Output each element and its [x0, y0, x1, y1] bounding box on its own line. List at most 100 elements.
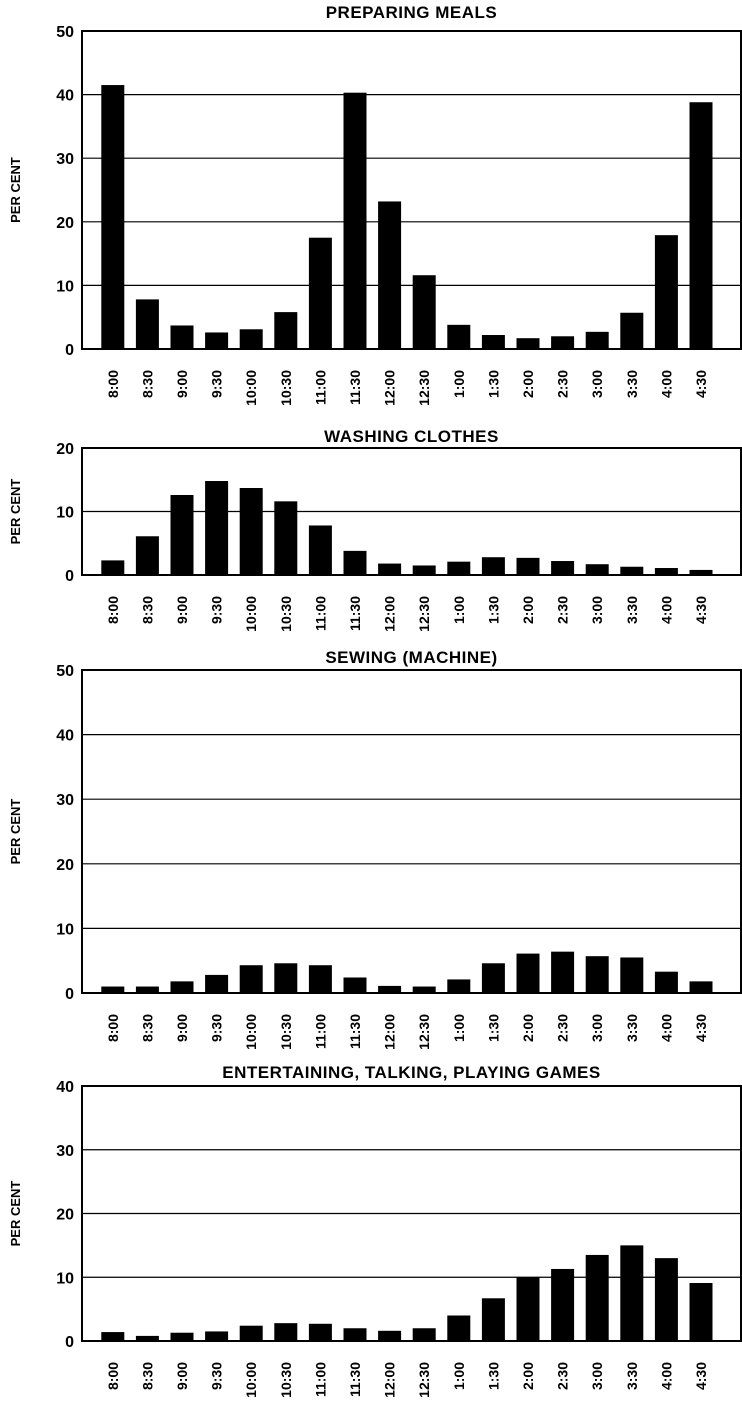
- bar-8:30: [135, 536, 159, 575]
- bar-4:30: [689, 102, 713, 350]
- chart-panel-2: WASHING CLOTHES 0 10 20 PER CENT 8:00 8:30 9:00…: [8, 427, 742, 632]
- x-tick-label: 3:00: [589, 1014, 605, 1042]
- bar-3:00: [585, 331, 609, 349]
- x-tick-label: 10:30: [278, 596, 294, 632]
- y-tick-label: 20: [56, 1207, 74, 1224]
- bar-1:00: [447, 1315, 471, 1341]
- bar-10:00: [239, 965, 263, 993]
- x-tick-label: 8:30: [139, 1362, 155, 1390]
- x-tick-label: 12:30: [416, 1362, 432, 1398]
- x-tick-label: 2:30: [555, 1362, 571, 1390]
- bar-10:00: [239, 329, 263, 349]
- y-tick-label: 10: [56, 505, 74, 522]
- x-tick-label: 2:00: [520, 596, 536, 624]
- x-tick-label: 8:00: [105, 596, 121, 624]
- bar-12:30: [412, 986, 436, 993]
- bar-3:30: [620, 312, 644, 349]
- x-tick-label: 2:30: [555, 1014, 571, 1042]
- y-tick-label: 0: [65, 986, 74, 1003]
- x-tick-label: 10:30: [278, 370, 294, 406]
- bar-2:30: [551, 1268, 575, 1341]
- y-tick-label: 0: [65, 1334, 74, 1351]
- bar-11:00: [308, 237, 332, 349]
- x-tick-label: 9:30: [209, 1362, 225, 1390]
- bar-12:30: [412, 565, 436, 575]
- x-tick-label: 9:00: [174, 1362, 190, 1390]
- bar-4:30: [689, 981, 713, 993]
- x-tick-label: 9:30: [209, 370, 225, 398]
- x-tick-label: 1:00: [451, 596, 467, 624]
- chart-panel-4: ENTERTAINING, TALKING, PLAYING GAMES 0 10 2…: [8, 1063, 742, 1398]
- bar-8:00: [101, 986, 125, 993]
- bar-11:30: [343, 1328, 367, 1341]
- bar-12:00: [378, 1330, 402, 1341]
- x-tick-label: 12:30: [416, 596, 432, 632]
- x-tick-label: 10:00: [243, 1014, 259, 1050]
- bar-11:00: [308, 965, 332, 993]
- y-tick-label: 30: [56, 1143, 74, 1160]
- bar-10:30: [274, 1323, 298, 1341]
- x-tick-label: 4:00: [658, 370, 674, 398]
- x-tick-label: 10:30: [278, 1014, 294, 1050]
- bar-9:30: [205, 1331, 229, 1341]
- bar-2:30: [551, 951, 575, 993]
- bar-8:30: [135, 1335, 159, 1341]
- x-tick-label: 1:30: [485, 596, 501, 624]
- x-tick-label: 1:00: [451, 1362, 467, 1390]
- bar-3:00: [585, 564, 609, 575]
- x-tick-label: 12:30: [416, 370, 432, 406]
- x-tick-label: 4:30: [693, 370, 709, 398]
- y-tick-label: 20: [56, 857, 74, 874]
- y-tick-label: 10: [56, 921, 74, 938]
- x-tick-label: 11:30: [347, 370, 363, 405]
- x-tick-label: 11:00: [312, 1014, 328, 1049]
- bar-1:30: [481, 963, 505, 993]
- x-tick-label: 9:30: [209, 1014, 225, 1042]
- bar-1:30: [481, 1298, 505, 1341]
- x-tick-label: 4:30: [693, 596, 709, 624]
- y-tick-label: 50: [56, 24, 74, 41]
- x-tick-label: 8:00: [105, 1362, 121, 1390]
- x-tick-label: 8:30: [139, 1014, 155, 1042]
- x-tick-label: 10:00: [243, 370, 259, 406]
- y-axis-label: PER CENT: [8, 479, 23, 545]
- x-tick-label: 9:00: [174, 370, 190, 398]
- bar-11:30: [343, 550, 367, 575]
- x-tick-label: 10:00: [243, 596, 259, 632]
- bar-10:00: [239, 488, 263, 575]
- x-tick-label: 11:30: [347, 1014, 363, 1049]
- chart-title: WASHING CLOTHES: [324, 427, 499, 446]
- bar-8:30: [135, 299, 159, 349]
- x-tick-label: 2:00: [520, 1362, 536, 1390]
- bar-4:00: [654, 1258, 678, 1341]
- bar-2:30: [551, 561, 575, 575]
- x-tick-label: 1:30: [485, 1014, 501, 1042]
- bar-12:00: [378, 985, 402, 993]
- bar-8:00: [101, 1332, 125, 1341]
- chart-panel-1: PREPARING MEALS 0 10 20 30 40 50 PER CENT 8:00 8:…: [8, 3, 742, 406]
- y-tick-label: 0: [65, 568, 74, 585]
- bar-11:00: [308, 525, 332, 575]
- bar-11:30: [343, 977, 367, 993]
- x-tick-label: 2:30: [555, 370, 571, 398]
- bar-10:00: [239, 1325, 263, 1341]
- y-tick-label: 20: [56, 441, 74, 458]
- x-tick-label: 10:00: [243, 1362, 259, 1398]
- x-tick-label: 1:30: [485, 370, 501, 398]
- bar-1:30: [481, 335, 505, 349]
- bar-12:00: [378, 563, 402, 575]
- bar-3:00: [585, 1254, 609, 1341]
- y-tick-label: 20: [56, 215, 74, 232]
- bar-12:30: [412, 1328, 436, 1341]
- x-tick-label: 12:30: [416, 1014, 432, 1050]
- x-tick-label: 12:00: [382, 1362, 398, 1398]
- x-tick-label: 11:00: [312, 370, 328, 405]
- bar-3:30: [620, 566, 644, 575]
- x-tick-label: 10:30: [278, 1362, 294, 1398]
- x-tick-label: 2:30: [555, 596, 571, 624]
- y-axis-label: PER CENT: [8, 1181, 23, 1247]
- x-tick-label: 2:00: [520, 1014, 536, 1042]
- bar-1:00: [447, 561, 471, 575]
